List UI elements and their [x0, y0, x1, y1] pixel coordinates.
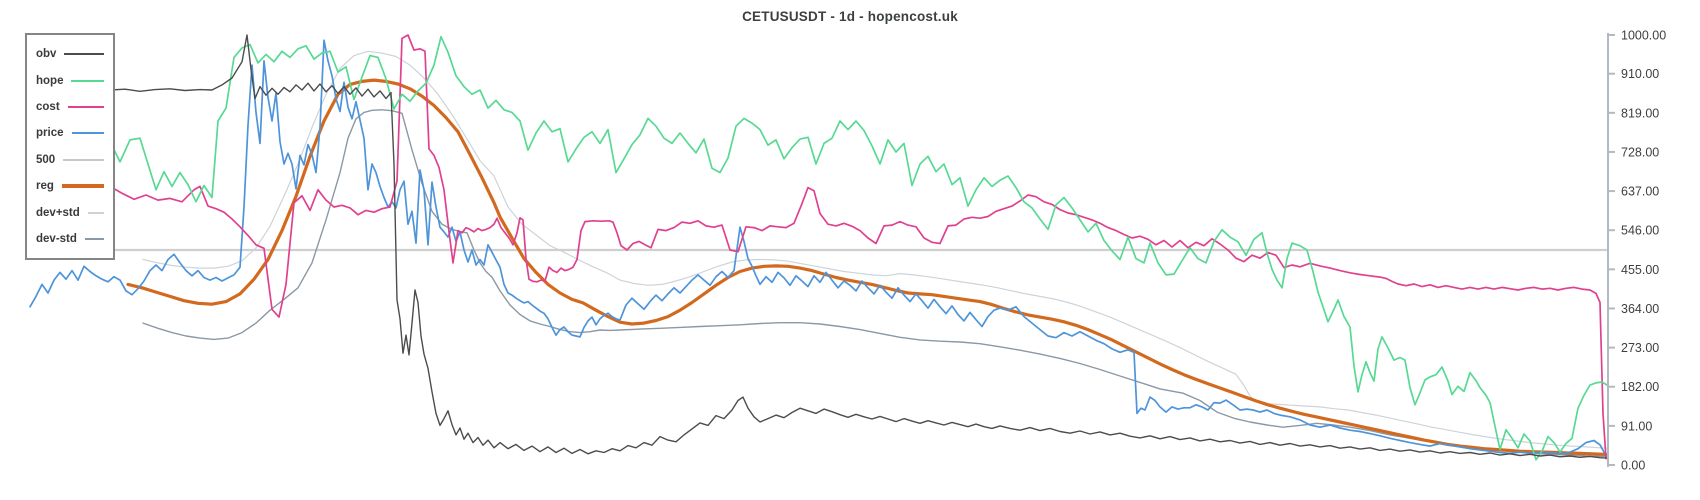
legend-swatch-hope — [71, 79, 104, 82]
axis-tick-label: 728.00 — [1621, 145, 1659, 159]
legend-swatch-price — [71, 132, 104, 135]
axis-tick-label: 1000.00 — [1621, 29, 1666, 43]
legend-swatch-500 — [63, 158, 104, 161]
axis-tick-label: 364.00 — [1621, 302, 1659, 316]
legend-item-label: hope — [36, 74, 64, 87]
axis-tick-label: 637.00 — [1621, 185, 1659, 199]
legend-swatch-reg — [61, 184, 104, 189]
legend-item-obv: obv — [36, 41, 104, 67]
legend-item-devminus: dev-std — [36, 226, 104, 252]
axis-tick-label: 91.00 — [1621, 419, 1652, 433]
legend-item-500: 500 — [36, 147, 104, 173]
series-line-obv — [109, 34, 1608, 459]
legend-item-price: price — [36, 120, 104, 146]
legend-item-label: obv — [36, 48, 57, 61]
series-line-cost — [109, 34, 1607, 460]
legend-swatch-devplus — [87, 211, 104, 214]
axis-tick-label: 819.00 — [1621, 106, 1659, 120]
axis-tick-label: 455.00 — [1621, 263, 1659, 277]
series-line-devplus — [142, 50, 1608, 449]
legend: obv hope cost price 500 reg dev+std dev-std — [25, 33, 115, 261]
legend-item-devplus: dev+std — [36, 199, 104, 225]
axis-tick-label: 273.00 — [1621, 341, 1659, 355]
legend-item-label: price — [36, 127, 64, 140]
axis-tick-label: 910.00 — [1621, 67, 1659, 81]
legend-swatch-cost — [67, 105, 104, 108]
series-line-reg — [126, 78, 1609, 457]
legend-item-cost: cost — [36, 94, 104, 120]
legend-item-label: 500 — [36, 153, 56, 166]
legend-swatch-devminus — [84, 237, 104, 240]
legend-item-label: cost — [36, 100, 60, 113]
chart-title: CETUSUSDT - 1d - hopencost.uk — [742, 9, 958, 24]
axis-tick-label: 0.00 — [1621, 459, 1645, 473]
legend-item-hope: hope — [36, 67, 104, 93]
legend-item-label: dev-std — [36, 232, 77, 245]
legend-swatch-obv — [64, 53, 104, 56]
legend-item-reg: reg — [36, 173, 104, 199]
axis-tick-label: 182.00 — [1621, 380, 1659, 394]
legend-item-label: dev+std — [36, 206, 80, 219]
series-line-price — [29, 39, 1608, 457]
legend-item-label: reg — [36, 180, 54, 193]
series-line-devminus — [142, 109, 1608, 458]
axis-tick-label: 546.00 — [1621, 224, 1659, 238]
